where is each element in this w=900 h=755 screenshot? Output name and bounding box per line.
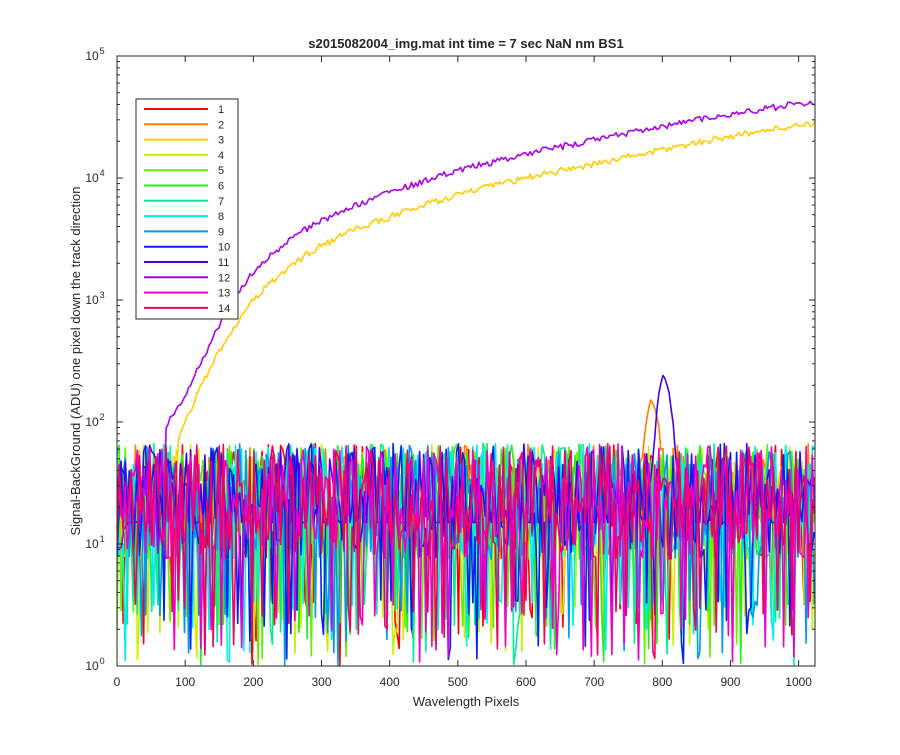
x-tick-label: 1000 <box>785 675 812 689</box>
x-tick-label: 100 <box>175 675 195 689</box>
series-layer <box>117 100 815 666</box>
legend-label-3: 3 <box>218 135 224 147</box>
legend-label-8: 8 <box>218 211 224 223</box>
legend-label-1: 1 <box>218 104 224 116</box>
x-tick-label: 300 <box>311 675 331 689</box>
legend-label-4: 4 <box>218 150 224 162</box>
series-line-3 <box>117 121 815 545</box>
legend-label-11: 11 <box>218 257 229 269</box>
x-tick-label: 600 <box>516 675 536 689</box>
ticks-layer: 0 100 200 300 400 500 600 700 800 900 100010010110… <box>85 46 815 689</box>
x-tick-label: 800 <box>652 675 672 689</box>
chart-title: s2015082004_img.mat int time = 7 sec NaN… <box>308 36 623 51</box>
x-axis-label: Wavelength Pixels <box>413 694 520 709</box>
legend-label-13: 13 <box>218 288 230 300</box>
x-tick-label: 0 <box>114 675 121 689</box>
legend-label-10: 10 <box>218 242 230 254</box>
series-line-14 <box>117 443 815 660</box>
y-axis-label: Signal-BackGround (ADU) one pixel down t… <box>68 186 83 535</box>
x-tick-label: 700 <box>584 675 604 689</box>
plot-frame <box>116 55 816 667</box>
x-tick-label: 400 <box>380 675 400 689</box>
x-tick-label: 500 <box>448 675 468 689</box>
legend-label-7: 7 <box>218 196 224 208</box>
legend-label-9: 9 <box>218 226 224 238</box>
legend-label-12: 12 <box>218 272 230 284</box>
x-tick-label: 200 <box>243 675 263 689</box>
legend-label-14: 14 <box>218 303 230 315</box>
legend-label-5: 5 <box>218 165 224 177</box>
legend-label-6: 6 <box>218 181 224 193</box>
legend-label-2: 2 <box>218 119 224 131</box>
x-tick-label: 900 <box>720 675 740 689</box>
legend-box <box>135 98 239 320</box>
